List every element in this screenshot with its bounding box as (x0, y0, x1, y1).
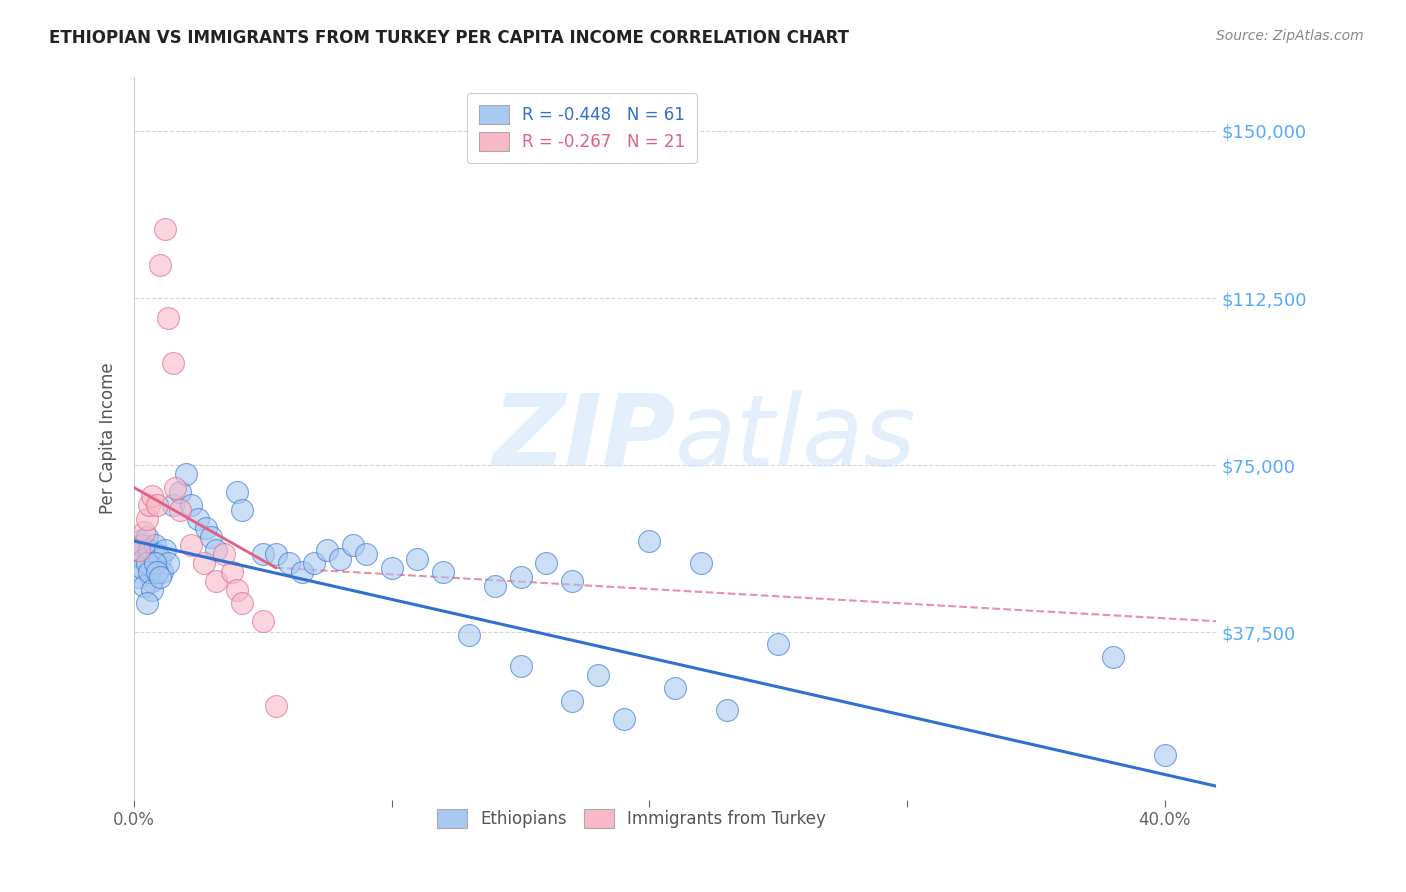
Point (174, 467, 197, 482)
Point (664, 681, 686, 695)
Point (432, 565, 454, 579)
Point (153, 222, 176, 236)
Point (329, 551, 352, 566)
Point (509, 569, 531, 583)
Point (149, 551, 172, 566)
Point (128, 569, 150, 583)
Point (561, 574, 583, 588)
Point (690, 556, 713, 570)
Point (226, 582, 249, 597)
Point (135, 512, 157, 526)
Point (768, 636, 790, 650)
Point (212, 547, 235, 561)
Point (138, 565, 160, 579)
Point (252, 614, 274, 628)
Point (135, 530, 157, 544)
Text: ETHIOPIAN VS IMMIGRANTS FROM TURKEY PER CAPITA INCOME CORRELATION CHART: ETHIOPIAN VS IMMIGRANTS FROM TURKEY PER … (49, 29, 849, 46)
Point (162, 499, 184, 513)
Point (231, 596, 253, 610)
Point (304, 556, 326, 570)
Point (134, 525, 156, 540)
Point (149, 258, 172, 272)
Point (143, 538, 166, 552)
Point (156, 556, 179, 570)
Point (149, 569, 172, 583)
Point (146, 565, 169, 579)
Point (252, 547, 274, 561)
Point (536, 556, 558, 570)
Point (128, 534, 150, 549)
Point (264, 547, 287, 561)
Point (193, 556, 215, 570)
Point (484, 578, 506, 592)
Point (458, 627, 481, 641)
Point (141, 582, 163, 597)
Point (231, 503, 253, 517)
Point (342, 538, 364, 552)
Point (638, 534, 661, 549)
Point (277, 556, 299, 570)
Point (509, 658, 531, 673)
Point (146, 499, 169, 513)
Point (141, 490, 163, 504)
Point (195, 521, 218, 535)
Point (135, 556, 157, 570)
Point (169, 503, 191, 517)
Text: ZIP: ZIP (492, 390, 675, 487)
Point (131, 560, 153, 574)
Point (290, 565, 312, 579)
Point (613, 712, 636, 726)
Point (138, 499, 160, 513)
Point (143, 556, 166, 570)
Y-axis label: Per Capita Income: Per Capita Income (100, 363, 117, 515)
Point (586, 667, 609, 681)
Point (1102, 649, 1125, 664)
Point (131, 538, 153, 552)
Point (134, 551, 156, 566)
Point (264, 698, 287, 713)
Text: atlas: atlas (675, 390, 917, 487)
Point (381, 560, 404, 574)
Point (153, 542, 176, 557)
Point (162, 356, 184, 370)
Point (221, 565, 243, 579)
Point (316, 542, 339, 557)
Point (1153, 747, 1175, 762)
Point (354, 547, 377, 561)
Point (200, 530, 222, 544)
Point (134, 578, 156, 592)
Text: Source: ZipAtlas.com: Source: ZipAtlas.com (1216, 29, 1364, 43)
Point (205, 542, 228, 557)
Point (180, 499, 202, 513)
Point (146, 547, 169, 561)
Point (125, 542, 148, 557)
Point (169, 485, 191, 500)
Point (150, 565, 173, 579)
Point (165, 481, 187, 495)
Point (141, 574, 163, 588)
Point (138, 542, 160, 557)
Point (180, 538, 202, 552)
Point (226, 485, 249, 500)
Point (561, 694, 583, 708)
Point (205, 574, 228, 588)
Point (135, 596, 157, 610)
Point (406, 551, 429, 566)
Point (187, 512, 209, 526)
Point (128, 542, 150, 557)
Legend: Ethiopians, Immigrants from Turkey: Ethiopians, Immigrants from Turkey (430, 802, 832, 835)
Point (716, 703, 738, 717)
Point (156, 311, 179, 326)
